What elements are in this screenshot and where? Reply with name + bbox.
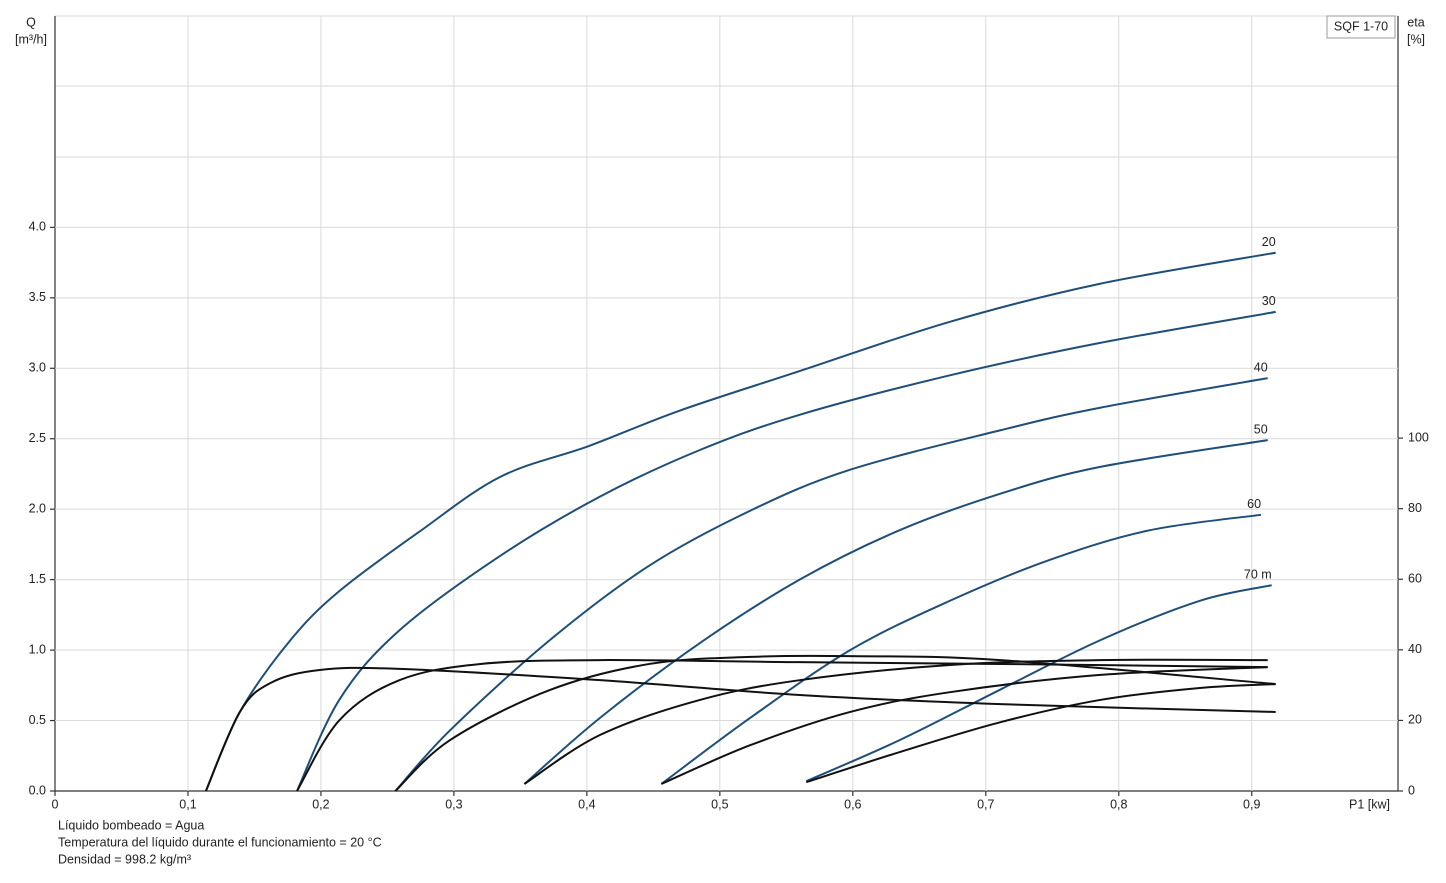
y-tick-label: 3.0 [29, 361, 46, 375]
series-label: 40 [1254, 360, 1268, 374]
series-line [205, 666, 1276, 792]
x-tick-label: 0,2 [312, 797, 329, 811]
series-line [523, 658, 1268, 785]
series-line [394, 377, 1268, 792]
y-tick-label: 3.5 [29, 290, 46, 304]
x-tick-label: 0,7 [977, 797, 994, 811]
series-label: 50 [1254, 422, 1268, 436]
series-line [805, 683, 1276, 784]
y2-tick-label: 80 [1408, 501, 1422, 515]
note: Temperatura del líquido durante el funci… [58, 835, 382, 849]
x-tick-label: 0,4 [578, 797, 595, 811]
x-tick-label: 0,6 [844, 797, 861, 811]
y-tick-label: 0.5 [29, 713, 46, 727]
chart-title: SQF 1-70 [1334, 19, 1388, 33]
x-tick-label: 0,8 [1110, 797, 1127, 811]
series-line [205, 251, 1276, 792]
note: Líquido bombeado = Agua [58, 818, 204, 832]
y-tick-label: 1.5 [29, 572, 46, 586]
series-line [296, 659, 1268, 792]
x-tick-label: 0,9 [1243, 797, 1260, 811]
series-label: 30 [1262, 294, 1276, 308]
title-box [1326, 15, 1396, 39]
series-line [296, 310, 1276, 792]
y2-tick-label: 20 [1408, 713, 1422, 727]
y2-label: eta [1407, 15, 1424, 29]
note: Densidad = 998.2 kg/m³ [58, 852, 191, 866]
x-tick-label: 0,1 [179, 797, 196, 811]
x-tick-label: 0 [52, 797, 59, 811]
y2-tick-label: 60 [1408, 572, 1422, 586]
series-line [805, 584, 1272, 783]
y2-label: [%] [1407, 32, 1425, 46]
y-tick-label: 4.0 [29, 220, 46, 234]
y2-tick-label: 0 [1408, 783, 1415, 797]
y-label: Q [26, 15, 36, 29]
y2-tick-label: 40 [1408, 642, 1422, 656]
y-tick-label: 2.5 [29, 431, 46, 445]
series-line [660, 666, 1268, 785]
series-label: 60 [1247, 497, 1261, 511]
series-line [523, 439, 1268, 785]
y-label: [m³/h] [15, 32, 47, 46]
y-tick-label: 1.0 [29, 642, 46, 656]
x-tick-label: 0,5 [711, 797, 728, 811]
x-label: P1 [kw] [1349, 797, 1390, 811]
y-tick-label: 0.0 [29, 783, 46, 797]
series-label: 20 [1262, 235, 1276, 249]
x-tick-label: 0,3 [445, 797, 462, 811]
series-line [660, 513, 1262, 785]
y-tick-label: 2.0 [29, 501, 46, 515]
y2-tick-label: 100 [1408, 430, 1429, 444]
series-label: 70 m [1244, 568, 1272, 582]
